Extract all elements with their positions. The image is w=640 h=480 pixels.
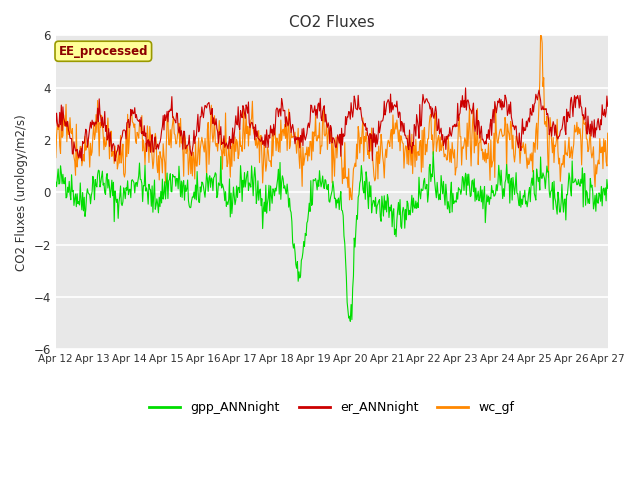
Text: EE_processed: EE_processed [58,45,148,58]
gpp_ANNnight [52,179,60,185]
er_ANNnight [111,158,119,164]
wc_gf [415,153,423,158]
Title: CO2 Fluxes: CO2 Fluxes [289,15,374,30]
er_ANNnight [227,136,235,142]
Y-axis label: CO2 Fluxes (urology/m2/s): CO2 Fluxes (urology/m2/s) [15,114,28,271]
gpp_ANNnight [207,175,215,181]
gpp_ANNnight [187,204,195,210]
wc_gf [187,171,195,177]
gpp_ANNnight [604,185,612,191]
wc_gf [551,142,559,148]
er_ANNnight [415,135,423,141]
Line: wc_gf: wc_gf [56,36,608,200]
wc_gf [604,131,612,136]
wc_gf [207,102,215,108]
wc_gf [537,33,545,38]
er_ANNnight [52,122,60,128]
gpp_ANNnight [415,174,423,180]
Legend: gpp_ANNnight, er_ANNnight, wc_gf: gpp_ANNnight, er_ANNnight, wc_gf [144,396,519,420]
gpp_ANNnight [429,149,437,155]
er_ANNnight [208,106,216,111]
wc_gf [227,174,234,180]
Line: gpp_ANNnight: gpp_ANNnight [56,152,608,321]
Line: er_ANNnight: er_ANNnight [56,88,608,161]
er_ANNnight [483,132,491,137]
gpp_ANNnight [227,214,234,220]
wc_gf [346,197,353,203]
gpp_ANNnight [346,318,354,324]
er_ANNnight [551,132,559,138]
wc_gf [52,155,60,160]
er_ANNnight [461,85,469,91]
gpp_ANNnight [551,195,559,201]
er_ANNnight [188,153,195,158]
gpp_ANNnight [483,192,491,198]
er_ANNnight [604,103,612,109]
wc_gf [483,160,490,166]
